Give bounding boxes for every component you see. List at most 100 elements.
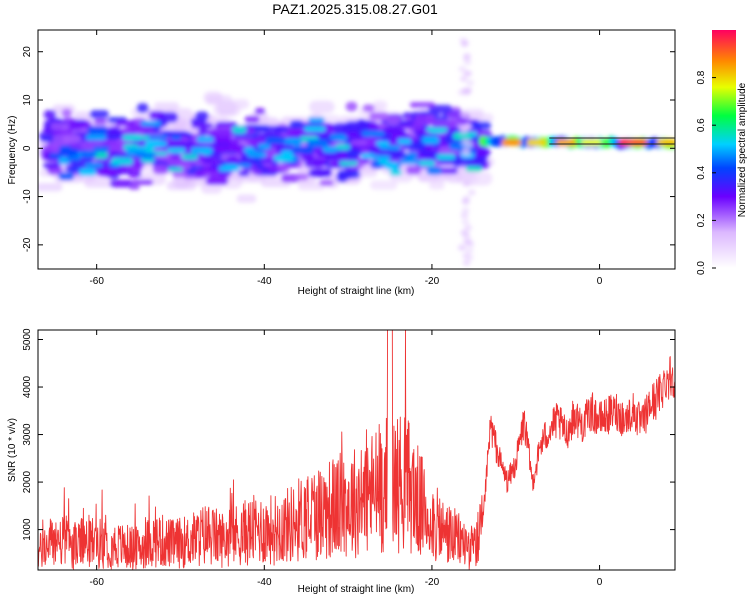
spectrogram-cell (627, 139, 648, 146)
spectrogram-cell (460, 212, 469, 219)
spectrogram-cell (397, 138, 412, 145)
spectrogram-cell (111, 157, 134, 166)
spectrogram-cell (168, 167, 184, 172)
spectrogram-cell (309, 100, 335, 114)
spectrogram-cell (466, 140, 475, 147)
spectrogram-x-tick-label: 0 (597, 276, 603, 287)
spectrogram-cell (381, 126, 405, 134)
spectrogram-cell (134, 152, 156, 159)
snr-y-tick-label: 2000 (22, 471, 33, 494)
spectrogram-panel: -60 -40 -20 0 -20 -10 0 10 20 Height of straigh… (7, 29, 676, 297)
spectrogram-cell (463, 59, 472, 65)
spectrogram-cell (129, 124, 155, 134)
spectrogram-cell (461, 198, 470, 205)
spectrogram-cell (426, 166, 442, 175)
colorbar: 0.0 0.2 0.4 0.6 0.8 Normalized spectral ampl… (696, 30, 748, 275)
spectrogram-cell (461, 126, 470, 132)
spectrogram-cell (236, 194, 257, 203)
snr-y-tick-label: 5000 (22, 328, 33, 351)
spectrogram-cell (375, 140, 390, 146)
spectrogram-cell (369, 112, 390, 121)
spectrogram-cell (49, 153, 62, 159)
spectrogram-cell (277, 163, 291, 172)
snr-x-tick-label: -20 (425, 577, 440, 588)
spectrogram-cell (306, 139, 329, 148)
spectrogram-cell (84, 162, 103, 168)
spectrogram-cell (215, 129, 234, 138)
colorbar-tick-label: 0.0 (696, 261, 707, 275)
spectrogram-x-axis: -60 -40 -20 0 (89, 30, 603, 287)
spectrogram-y-label: Frequency (Hz) (7, 116, 18, 185)
spectrogram-cell (387, 114, 401, 126)
spectrogram-cell (254, 108, 266, 115)
spectrogram-cell (145, 134, 168, 140)
spectrogram-cell (465, 166, 483, 172)
spectrogram-cell (464, 224, 472, 231)
spectrogram-y-tick-label: -10 (22, 189, 33, 204)
spectrogram-cell (406, 151, 418, 159)
spectrogram-cell (214, 135, 233, 145)
spectrogram-cell (308, 117, 325, 123)
spectrogram-cell (191, 122, 214, 129)
spectrogram-cell (464, 87, 473, 93)
snr-y-label: SNR (10 * v/v) (7, 418, 18, 482)
spectrogram-cell (362, 104, 375, 113)
spectrogram-y-tick-label: -20 (22, 237, 33, 252)
spectrogram-x-label: Height of straight line (km) (298, 286, 415, 297)
colorbar-tick-label: 0.4 (696, 165, 707, 179)
spectrogram-cell (190, 147, 213, 154)
spectrogram-cell (429, 128, 445, 134)
spectrogram-cell (458, 66, 467, 72)
spectrogram-cell (304, 126, 326, 132)
spectrogram-cell (465, 254, 474, 261)
spectrogram-cell (115, 120, 136, 127)
snr-y-tick-label: 3000 (22, 423, 33, 446)
spectrogram-cell (87, 127, 108, 135)
spectrogram-cell (285, 137, 300, 143)
spectrogram-cell (167, 160, 192, 166)
spectrogram-x-tick-label: -40 (257, 276, 272, 287)
spectrogram-cell (461, 40, 469, 46)
spectrogram-cell (89, 110, 109, 119)
spectrogram-cell (153, 102, 180, 111)
spectrogram-cell (300, 153, 314, 162)
snr-y-axis: 1000 2000 3000 4000 5000 (22, 328, 675, 541)
spectrogram-cell (92, 151, 109, 159)
spectrogram-cell (420, 149, 435, 157)
spectrogram-cell (109, 179, 133, 188)
spectrogram-cell (308, 169, 331, 178)
snr-panel: -60 -40 -20 0 1000 2000 3000 4000 5000 Height o… (7, 328, 676, 595)
spectrogram-cell (412, 141, 426, 151)
spectrogram-cell (322, 146, 338, 153)
spectrogram-cell (194, 169, 209, 178)
spectrogram-cell (350, 139, 368, 146)
spectrogram-cell (409, 102, 435, 108)
spectrogram-cell (526, 139, 547, 146)
spectrogram-cell (231, 126, 247, 134)
spectrogram-cell (85, 134, 107, 141)
spectrogram-cell (196, 136, 214, 143)
spectrogram-cell (428, 104, 453, 113)
spectrogram-cell (61, 108, 72, 118)
spectrogram-cell (465, 247, 474, 254)
spectrogram-cell (238, 163, 252, 168)
spectrogram-cell (464, 70, 473, 77)
snr-x-tick-label: 0 (597, 577, 603, 588)
spectrogram-cell (462, 259, 471, 266)
spectrogram-cell (459, 165, 467, 171)
snr-frame (37, 329, 676, 571)
spectrogram-cell (501, 139, 522, 146)
spectrogram-cell (465, 239, 473, 245)
snr-x-tick-label: -40 (257, 577, 272, 588)
spectrogram-cell (339, 161, 358, 166)
spectrogram-cell (42, 162, 60, 169)
spectrogram-cell (329, 133, 347, 141)
spectrogram-cell (335, 144, 351, 151)
spectrogram-cell (458, 245, 467, 251)
spectrogram-cell (468, 159, 487, 168)
spectrogram-cell (229, 137, 250, 143)
spectrogram-cell (459, 151, 468, 157)
spectrogram-cell (656, 139, 675, 146)
chart-title: PAZ1.2025.315.08.27.G01 (272, 1, 438, 17)
spectrogram-cell (379, 145, 401, 151)
